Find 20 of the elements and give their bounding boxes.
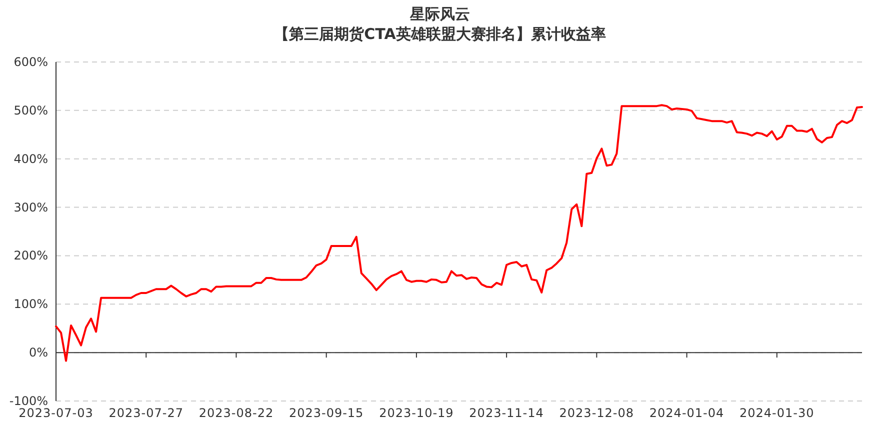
line-series <box>55 104 863 362</box>
y-tick-label: 400% <box>14 152 48 166</box>
x-tick-label: 2023-07-03 <box>18 406 94 420</box>
y-tick-label: 500% <box>14 103 48 118</box>
chart-title: 星际风云 <box>409 5 470 23</box>
x-tick-label: 2024-01-04 <box>649 406 724 420</box>
y-tick-label: 600% <box>14 55 48 69</box>
chart-subtitle: 【第三届期货CTA英雄联盟大赛排名】累计收益率 <box>274 25 606 43</box>
x-tick-label: 2023-07-27 <box>108 406 184 420</box>
x-tick-label: 2023-09-15 <box>288 406 364 420</box>
y-tick-label: -100% <box>9 394 48 408</box>
x-tick-label: 2023-11-14 <box>469 406 544 420</box>
y-tick-label: 200% <box>14 248 48 263</box>
x-tick-label: 2024-01-30 <box>740 406 814 420</box>
y-tick-label: 100% <box>14 297 48 312</box>
y-tick-label: 300% <box>14 200 48 214</box>
y-tick-label: 0% <box>28 346 48 360</box>
x-tick-label: 2023-08-22 <box>198 406 274 420</box>
x-tick-label: 2023-12-08 <box>559 406 634 420</box>
x-tick-label: 2023-10-19 <box>379 406 454 420</box>
